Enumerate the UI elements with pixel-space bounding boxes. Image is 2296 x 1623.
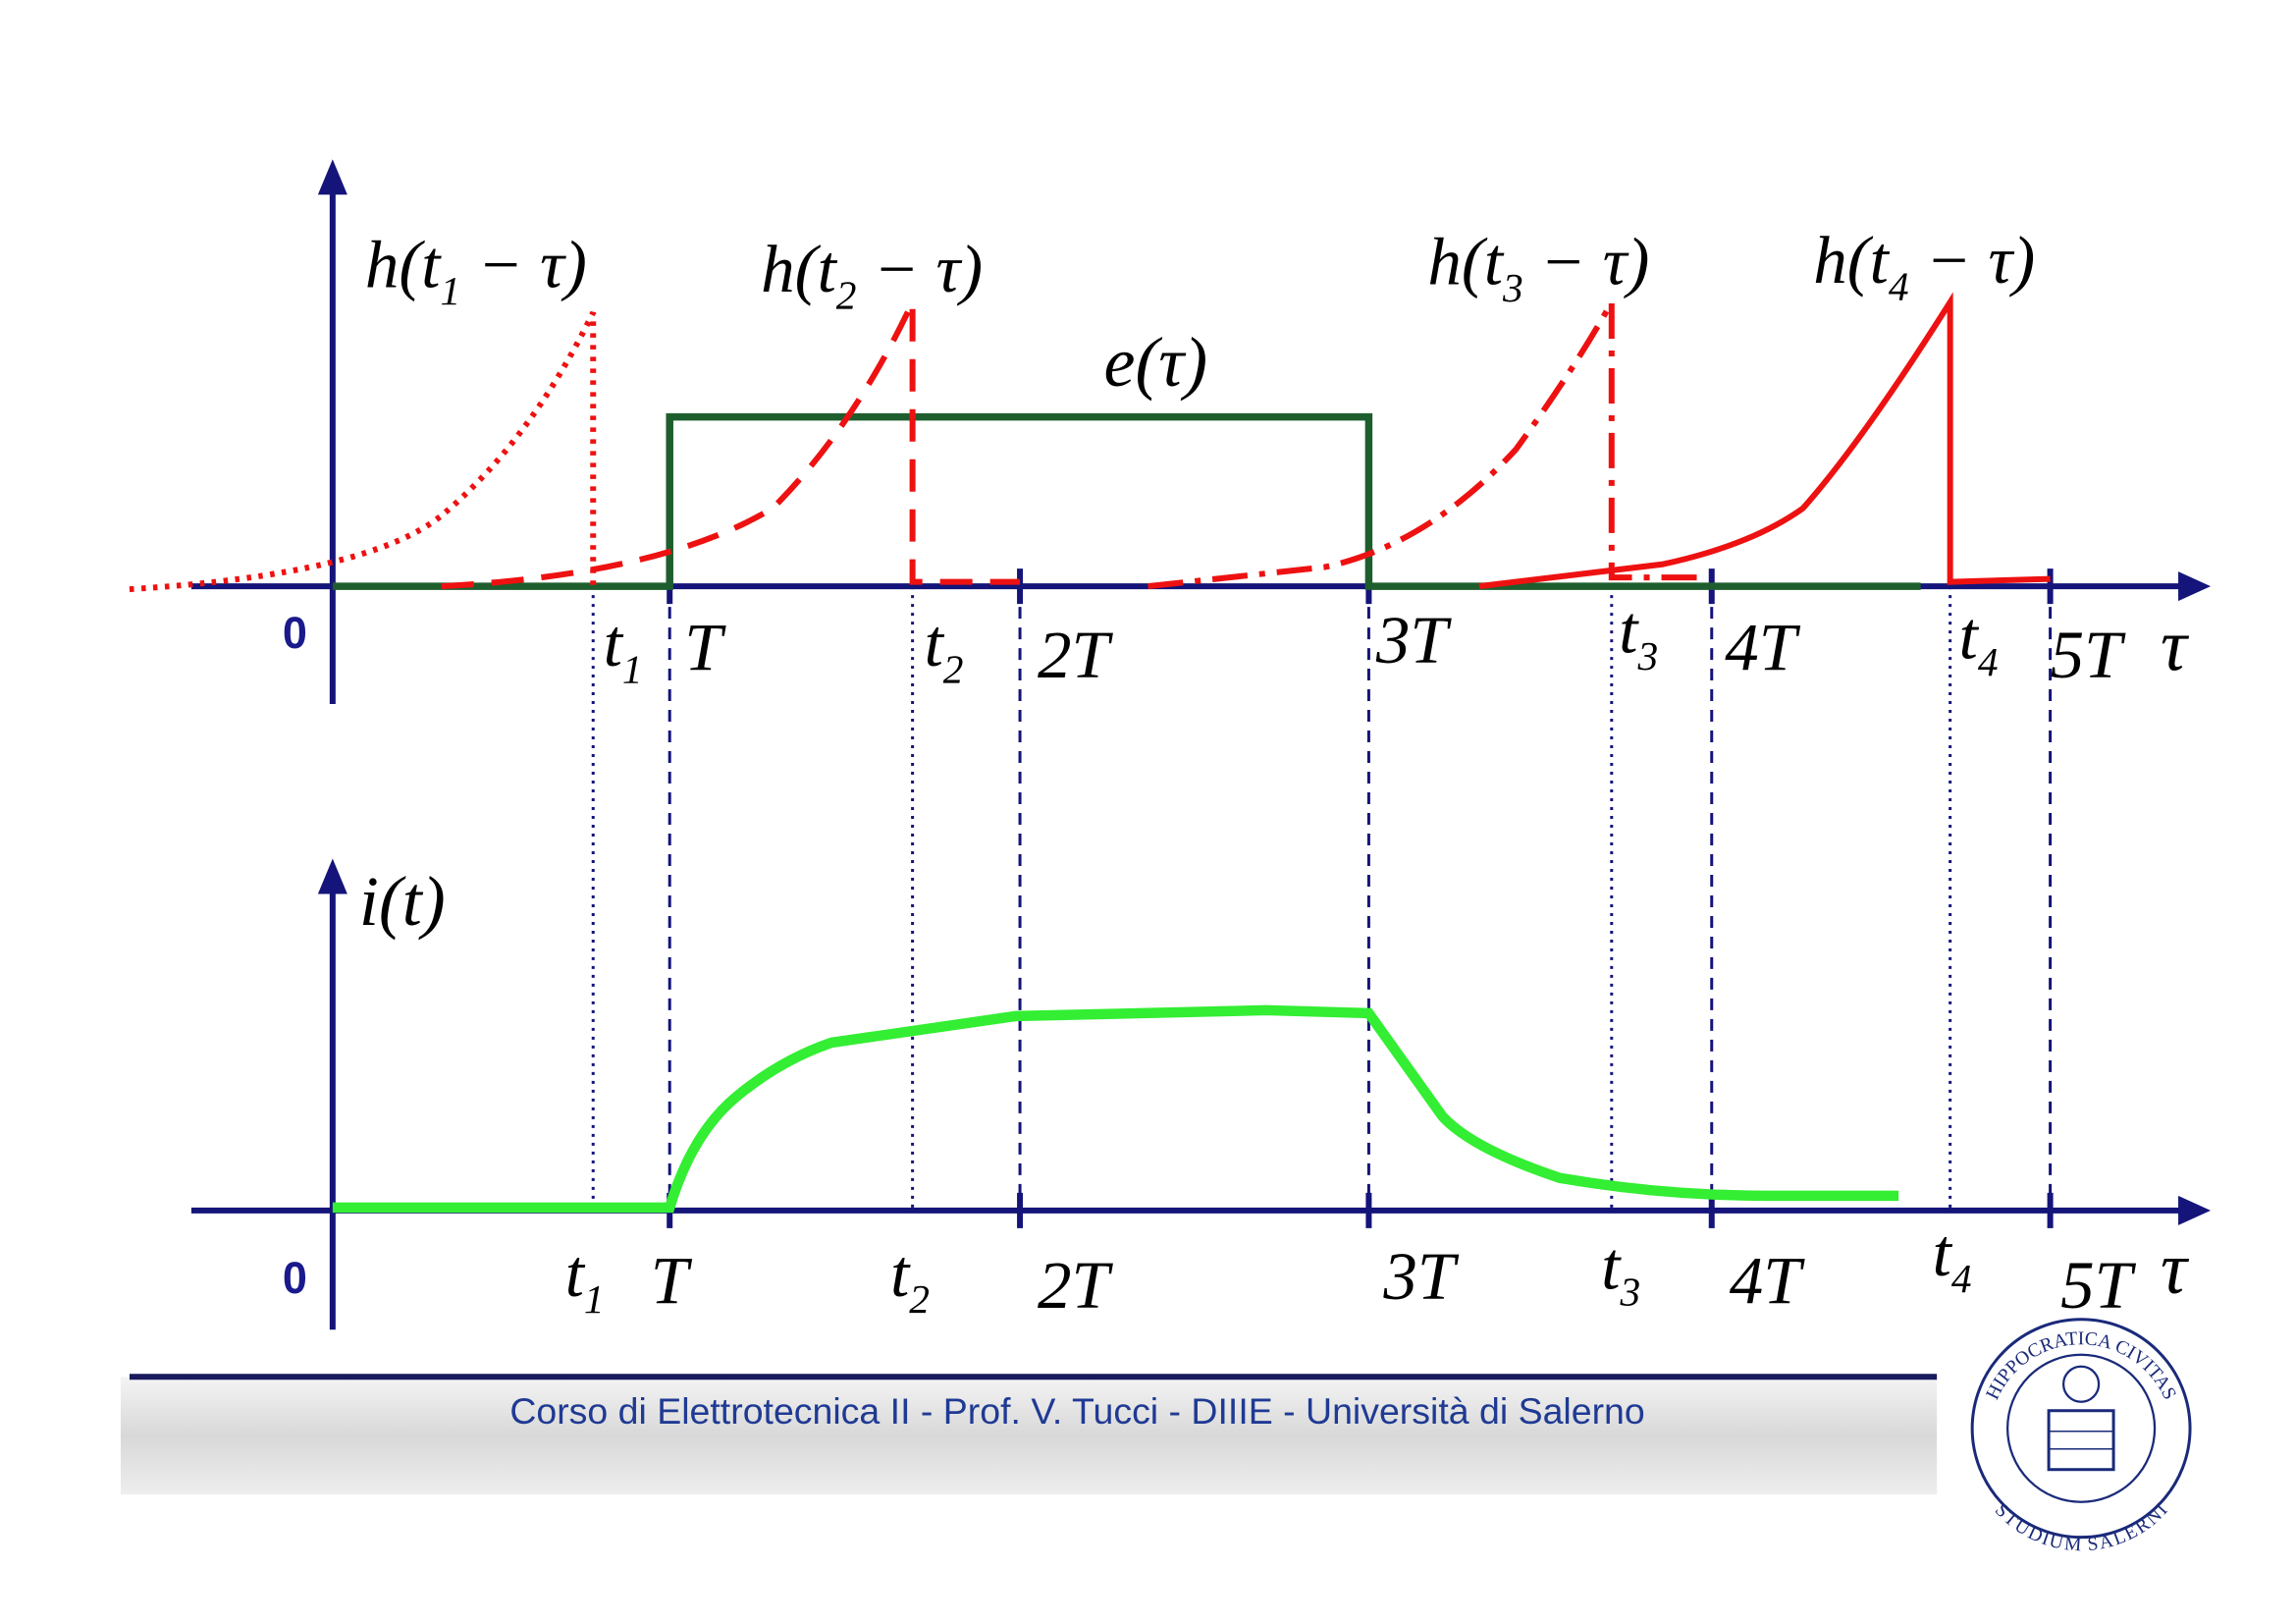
tick-label: t2 [890, 1236, 930, 1322]
curve-label: h(t4 − τ) [1813, 223, 2035, 308]
logo: HIPPOCRATICA CIVITAS STUDIUM SALERNI [1970, 1318, 2192, 1556]
footer-band [120, 1377, 1938, 1495]
curve-label: h(t3 − τ) [1427, 225, 1649, 310]
curve-label-tail: − τ) [856, 232, 983, 306]
curve-label-main: h(t [1813, 223, 1890, 298]
input-pulse [332, 412, 1921, 590]
tick-label-sub: 3 [1619, 1270, 1640, 1315]
curve-label-sub: 2 [836, 272, 857, 317]
tick-label: 4T [1730, 1243, 1805, 1318]
origin-label: 0 [283, 608, 307, 658]
h-t2 [441, 300, 1021, 590]
tick-label-main: t [1601, 1228, 1622, 1303]
tick-label-sub: 2 [943, 646, 964, 691]
tick-label-main: 5T [2051, 618, 2126, 692]
tick-label: t3 [1601, 1228, 1640, 1314]
tick-label: 2T [1038, 618, 1113, 692]
tick-label: 5T [2060, 1248, 2136, 1323]
curve-label-sub: 1 [440, 268, 460, 313]
curve-label: h(t2 − τ) [761, 232, 983, 317]
logo-bottom: STUDIUM SALERNI [1991, 1500, 2172, 1556]
tick-label: t3 [1619, 593, 1658, 678]
tick-label: t4 [1959, 599, 1999, 684]
bottom-axes [190, 858, 2212, 1330]
curve-label-tail: − τ) [1909, 223, 2036, 298]
tick-label: T [684, 611, 726, 685]
tick-label-sub: 4 [1951, 1256, 1972, 1301]
h-t4 [1478, 292, 2051, 590]
tick-label-sub: 4 [1978, 639, 1999, 684]
tick-label: 5T [2051, 618, 2126, 692]
logo-text: STUDIUM SALERNI [1991, 1500, 2172, 1556]
output-current [332, 1004, 1899, 1214]
tick-label-main: T [651, 1243, 693, 1318]
footer-text: Corso di Elettrotecnica II - Prof. V. Tu… [509, 1390, 1644, 1432]
curve-label-tail: − τ) [460, 228, 587, 302]
tick-label-main: t [1619, 593, 1639, 668]
axis-name: τ [2161, 606, 2190, 687]
tick-label-main: t [890, 1236, 911, 1311]
tick-label: 3T [1375, 603, 1452, 677]
tick-label-main: t [1933, 1216, 1953, 1290]
tick-label-main: T [684, 611, 726, 685]
tick-label-sub: 2 [909, 1276, 930, 1322]
h-t1 [129, 310, 597, 593]
curve-label-main: h(t [365, 228, 442, 302]
tick-label: T [651, 1243, 693, 1318]
tick-label-sub: 1 [622, 646, 643, 691]
tick-label: 4T [1725, 611, 1800, 685]
h-t3 [1148, 291, 1708, 590]
tick-label-main: t [604, 606, 624, 680]
tick-label-main: 4T [1725, 611, 1800, 685]
tick-label-sub: 1 [584, 1276, 605, 1322]
guides [591, 568, 2054, 1228]
curve-label-sub: 3 [1502, 265, 1523, 310]
tick-label-main: 2T [1038, 1248, 1113, 1323]
tick-label-sub: 3 [1636, 633, 1658, 678]
tick-label-main: 3T [1375, 603, 1452, 677]
curve-label-main: h(t [761, 232, 837, 306]
tick-label-main: 3T [1382, 1239, 1459, 1314]
tick-label-main: 4T [1730, 1243, 1805, 1318]
tick-label: 2T [1038, 1248, 1113, 1323]
tick-label-main: 2T [1038, 618, 1113, 692]
curve-label-sub: 4 [1889, 263, 1909, 308]
tick-label: t2 [925, 606, 964, 691]
curve-label-main: h(t [1427, 225, 1504, 299]
input-label: e(τ) [1104, 323, 1208, 402]
axis-name: τ [2161, 1228, 2190, 1310]
curve-label: h(t1 − τ) [365, 228, 587, 313]
tick-label: t4 [1933, 1216, 1972, 1301]
curve-label-tail: − τ) [1523, 225, 1650, 299]
tick-label: 3T [1382, 1239, 1459, 1314]
tick-label-main: 5T [2060, 1248, 2136, 1323]
tick-label-main: t [925, 606, 945, 680]
origin-label: 0 [283, 1253, 307, 1303]
tick-label: t1 [565, 1236, 605, 1322]
tick-label: t1 [604, 606, 643, 691]
tick-label-main: t [565, 1236, 586, 1311]
output-label: i(t) [359, 862, 446, 941]
tick-label-main: t [1959, 599, 1980, 674]
